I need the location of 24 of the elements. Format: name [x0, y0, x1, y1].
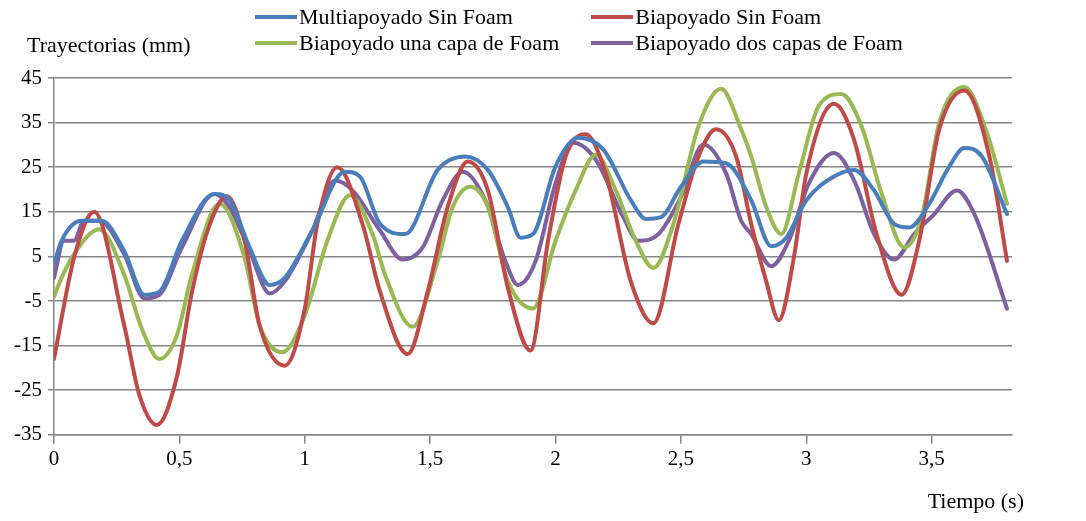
y-tick-label: -15 — [13, 332, 42, 357]
x-tick-label: 2 — [550, 445, 561, 470]
legend-label: Biapoyado dos capas de Foam — [635, 30, 903, 56]
x-tick-label: 0 — [48, 445, 60, 470]
legend-label: Biapoyado una capa de Foam — [299, 30, 560, 56]
x-tick-label: 3 — [801, 445, 812, 470]
y-tick-label: -5 — [24, 287, 42, 312]
x-axis-title: Tiempo (s) — [927, 488, 1024, 514]
y-tick-label: 45 — [20, 64, 42, 89]
line-series — [53, 88, 1009, 427]
x-tick-label: 3,5 — [918, 445, 945, 470]
y-tick-label: -35 — [13, 421, 42, 446]
x-tick-label: 0,5 — [166, 445, 193, 470]
legend-label: Biapoyado Sin Foam — [635, 4, 822, 30]
x-tick-label: 1,5 — [417, 445, 444, 470]
y-tick-label: 15 — [20, 198, 42, 223]
legend-label: Multiapoyado Sin Foam — [299, 4, 513, 30]
y-tick-label: 35 — [20, 109, 42, 134]
y-tick-label: 5 — [31, 242, 42, 267]
y-tick-label: -25 — [13, 376, 42, 401]
y-axis-title: Trayectorias (mm) — [27, 32, 191, 58]
x-tick-label: 2,5 — [667, 445, 695, 470]
y-tick-label: 25 — [20, 153, 42, 178]
x-tick-label: 1 — [299, 445, 311, 470]
